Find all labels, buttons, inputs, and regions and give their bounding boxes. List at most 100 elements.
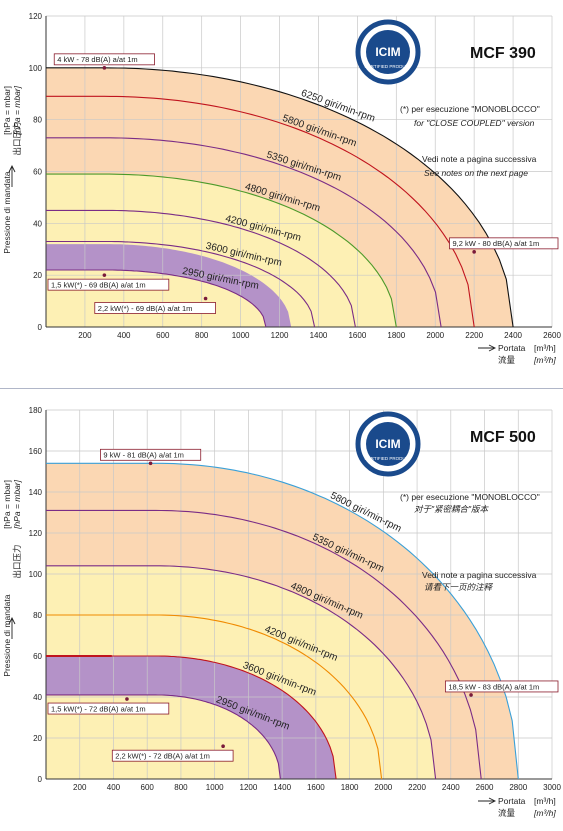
x-tick-label: 1200 — [240, 783, 258, 792]
x-tick-label: 2800 — [509, 783, 527, 792]
note-text: 请看下一页的注释 — [424, 582, 494, 592]
y-tick-label: 20 — [33, 271, 42, 280]
y-tick-label: 80 — [33, 116, 42, 125]
y-tick-label: 40 — [33, 693, 42, 702]
x-axis-arrow-icon — [478, 797, 497, 805]
curve-line — [46, 269, 267, 328]
x-tick-label: 800 — [195, 331, 209, 340]
x-tick-label: 2600 — [543, 331, 561, 340]
icim-logo: ICIM CERTIFIED PRODUCT — [355, 19, 421, 85]
point-label-text: 2,2 kW(*) - 72 dB(A) a/at 1m — [115, 752, 210, 761]
y-axis-unit-it: [hPa = mbar] — [12, 479, 22, 530]
x-tick-label: 2000 — [426, 331, 444, 340]
region-fill-2 — [46, 656, 337, 779]
point-label-text: 4 kW - 78 dB(A) a/at 1m — [57, 55, 137, 64]
separator-line — [0, 388, 563, 389]
x-axis-unit: [m³/h] — [534, 796, 556, 806]
note-text: (*) per esecuzione "MONOBLOCCO" — [400, 104, 540, 114]
operating-point-marker — [203, 296, 208, 301]
x-tick-label: 1200 — [271, 331, 289, 340]
x-tick-label: 3000 — [543, 783, 561, 792]
x-tick-label: 1800 — [341, 783, 359, 792]
x-tick-label: 400 — [107, 783, 121, 792]
y-tick-label: 140 — [29, 488, 43, 497]
x-tick-label: 2400 — [442, 783, 460, 792]
x-axis-unit-it: [m³/h] — [533, 355, 556, 365]
x-tick-label: 400 — [117, 331, 131, 340]
x-tick-label: 2600 — [476, 783, 494, 792]
y-tick-label: 120 — [29, 12, 43, 21]
operating-point-marker — [469, 693, 473, 697]
point-label-box — [449, 237, 559, 250]
curve-line — [46, 67, 514, 328]
y-tick-label: 40 — [33, 219, 42, 228]
model-title: MCF 500 — [470, 429, 536, 446]
y-tick-label: 180 — [29, 406, 43, 415]
x-tick-label: 200 — [73, 783, 87, 792]
point-label-box — [111, 749, 234, 762]
x-tick-label: 1600 — [348, 331, 366, 340]
y-axis-label-cn: 出口压力 — [12, 545, 22, 579]
point-label-text: 9,2 kW - 80 dB(A) a/at 1m — [453, 239, 540, 248]
operating-point-marker — [102, 66, 107, 70]
x-tick-label: 2200 — [408, 783, 426, 792]
x-tick-label: 2400 — [504, 331, 522, 340]
point-label-text: 1,5 kW(*) - 72 dB(A) a/at 1m — [51, 704, 146, 713]
point-label-text: 1,5 kW(*) - 69 dB(A) a/at 1m — [51, 280, 146, 289]
curve-line — [46, 565, 437, 780]
logo-text: ICIM — [375, 437, 400, 451]
chart-mcf-500: 200 400 600 800 1000 1200 1400 1600 1800 2000 2200… — [0, 400, 563, 831]
note-text: for "CLOSE COUPLED" version — [414, 118, 535, 128]
y-axis-label-cn: 出口压力 — [12, 122, 22, 156]
operating-point-marker — [148, 461, 153, 466]
y-tick-label: 100 — [29, 570, 43, 579]
x-axis-unit-it: [m³/h] — [533, 808, 556, 818]
y-tick-label: 80 — [33, 611, 42, 620]
logo-subtext: CERTIFIED PRODUCT — [364, 64, 411, 69]
x-tick-label: 600 — [156, 331, 170, 340]
curve-line — [46, 462, 519, 780]
x-axis-label: Portata — [498, 343, 526, 353]
x-tick-label: 2200 — [465, 331, 483, 340]
note-text: See notes on the next page — [424, 168, 528, 178]
chart-svg-mcf-500: 200 400 600 800 1000 1200 1400 1600 1800 2000 2200… — [2, 406, 561, 818]
operating-point-marker — [125, 697, 129, 701]
x-axis-label-cn: 流量 — [498, 808, 516, 818]
y-tick-label: 160 — [29, 447, 43, 456]
point-label-text: 18,5 kW - 83 dB(A) a/at 1m — [448, 682, 539, 691]
point-label-box — [47, 278, 170, 291]
region-fill-2 — [46, 244, 292, 327]
curve-line — [46, 614, 383, 780]
point-label-box — [444, 680, 559, 693]
y-tick-label: 60 — [33, 168, 42, 177]
icim-logo: ICIM CERTIFIED PRODUCT — [355, 411, 421, 477]
curve-line — [46, 95, 475, 328]
x-tick-label: 600 — [141, 783, 155, 792]
x-tick-label: 1000 — [206, 783, 224, 792]
model-title: MCF 390 — [470, 45, 536, 62]
x-tick-label: 1400 — [310, 331, 328, 340]
y-tick-label: 0 — [38, 323, 43, 332]
point-label-text: 9 kW - 81 dB(A) a/at 1m — [103, 451, 183, 460]
x-tick-label: 1800 — [387, 331, 405, 340]
note-text: 对于"紧密耦合"版本 — [414, 504, 490, 514]
point-label-box — [94, 302, 216, 314]
curve-line — [46, 137, 442, 328]
operating-point-marker — [102, 273, 107, 277]
logo-core-icon — [366, 30, 410, 74]
y-tick-label: 0 — [38, 775, 43, 784]
y-tick-label: 60 — [33, 652, 42, 661]
operating-point-marker — [472, 250, 476, 254]
y-tick-label: 120 — [29, 529, 43, 538]
logo-subtext: CERTIFIED PRODUCT — [364, 456, 411, 461]
y-axis-unit: [hPa = mbar] — [2, 86, 12, 135]
logo-text: ICIM — [375, 45, 400, 59]
point-label-text: 2,2 kW(*) - 69 dB(A) a/at 1m — [98, 304, 193, 313]
y-axis-arrow-icon — [8, 164, 16, 187]
x-tick-label: 800 — [174, 783, 188, 792]
point-label-box — [47, 702, 170, 715]
curve-line — [46, 209, 356, 328]
x-axis-label: Portata — [498, 796, 526, 806]
curve-line — [46, 509, 482, 780]
y-axis-unit: [hPa = mbar] — [2, 480, 12, 529]
